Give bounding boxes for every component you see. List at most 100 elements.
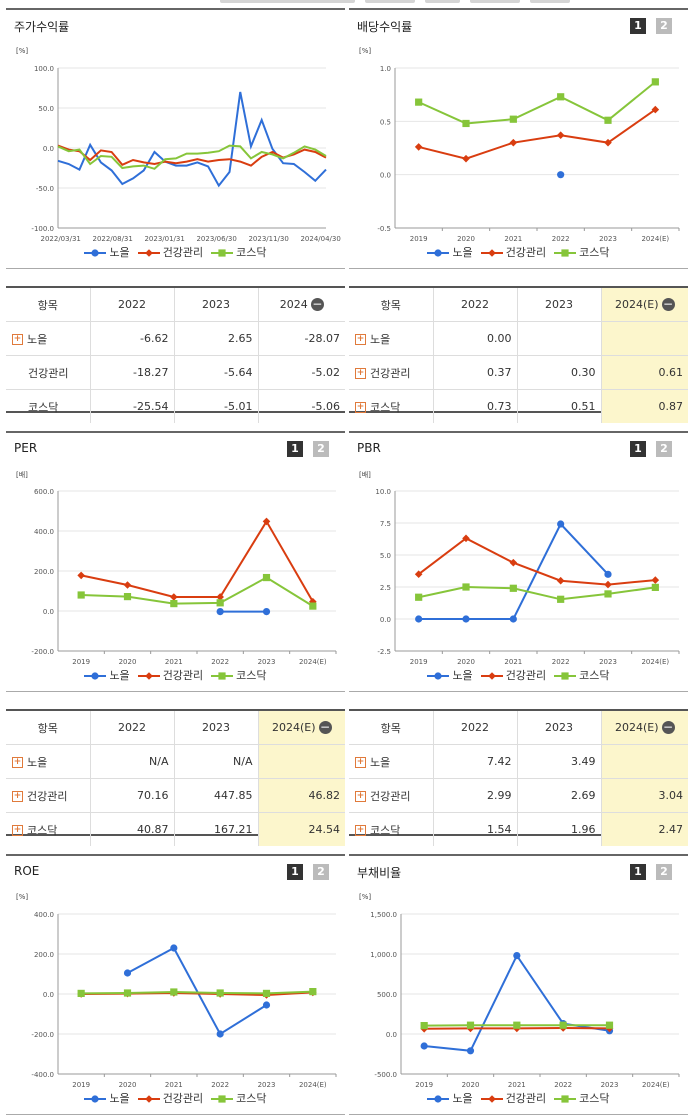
data-point-nole	[462, 615, 470, 623]
value-cell: 2.99	[432, 778, 517, 813]
legend-symbol	[144, 1095, 153, 1103]
legend-item-health[interactable]: 건강관리	[137, 667, 203, 683]
x-tick-label: 2021	[165, 658, 183, 666]
x-tick-label: 2023/01/31	[144, 235, 184, 243]
pbr-table: 항목 2022 2023 2024(E) − + 노을 7.42 3.49 + 건강관리 2.99 2.…	[349, 709, 688, 846]
legend-item-kosdaq[interactable]: 코스닥	[211, 1090, 267, 1106]
expand-plus-icon[interactable]: +	[355, 402, 366, 413]
expand-plus-icon[interactable]: +	[355, 757, 366, 768]
data-point-nole	[557, 171, 565, 179]
y-tick-label: 50.0	[38, 105, 54, 113]
view-2-button[interactable]: 2	[313, 441, 329, 457]
table-row: + 건강관리 2.99 2.69 3.04	[349, 778, 688, 813]
legend-item-nole[interactable]: 노을	[84, 667, 130, 683]
legend-item-health[interactable]: 건강관리	[480, 667, 546, 683]
expand-plus-icon[interactable]: +	[355, 825, 366, 836]
series-line-health	[80, 519, 314, 603]
value-cell	[600, 321, 688, 356]
view-1-button[interactable]: 1	[630, 864, 646, 880]
chart-legend: 노을 건강관리 코스닥	[6, 1090, 345, 1106]
view-1-button[interactable]: 1	[630, 18, 646, 34]
header-label: 항목	[37, 298, 58, 312]
legend-item-nole[interactable]: 노을	[427, 244, 473, 260]
legend-label: 노을	[452, 1092, 473, 1105]
value-cell: -25.54	[89, 389, 174, 423]
view-1-button[interactable]: 1	[630, 441, 646, 457]
row-label: 노을	[27, 332, 48, 346]
expand-plus-icon[interactable]: +	[12, 334, 23, 345]
value-cell: 447.85	[173, 778, 258, 813]
column-header-year: 2022	[89, 711, 174, 745]
header-label: 2022	[461, 721, 489, 734]
y-tick-label: 200.0	[34, 951, 54, 959]
view-2-button[interactable]: 2	[313, 864, 329, 880]
collapse-icon[interactable]: −	[318, 720, 332, 735]
legend-marker-icon	[554, 1095, 577, 1103]
legend-item-nole[interactable]: 노을	[427, 667, 473, 683]
collapse-icon[interactable]: −	[661, 720, 675, 735]
expand-plus-icon[interactable]: +	[12, 791, 23, 802]
pbr-panel: PBR 1 2 [배] 10.0 7.5 5.0 2.5 0.0 -2.5 2019 2020…	[349, 431, 688, 692]
y-tick-label: -200.0	[31, 1031, 54, 1039]
panel-title: PER	[14, 441, 38, 455]
row-label: 건강관리	[370, 789, 411, 803]
x-tick-label: 2022/08/31	[92, 235, 132, 243]
legend-symbol	[218, 1095, 226, 1103]
data-point-kosdaq	[462, 583, 470, 591]
x-tick-label: 2022	[211, 1081, 229, 1089]
legend-item-health[interactable]: 건강관리	[137, 1090, 203, 1106]
series-line-nole	[418, 522, 609, 620]
legend-symbol	[144, 672, 153, 680]
row-label: 코스닥	[370, 823, 401, 837]
expand-plus-icon[interactable]: +	[355, 368, 366, 379]
y-tick-label: 1,500.0	[370, 911, 397, 919]
top-tab-strip	[200, 0, 620, 3]
legend-item-kosdaq[interactable]: 코스닥	[554, 1090, 610, 1106]
column-header-year: 2023	[173, 288, 258, 322]
series-line-health	[418, 537, 656, 586]
legend-item-nole[interactable]: 노을	[427, 1090, 473, 1106]
legend-item-kosdaq[interactable]: 코스닥	[211, 667, 267, 683]
collapse-icon[interactable]: −	[661, 297, 675, 312]
y-tick-label: 0.0	[43, 991, 54, 999]
series-line-nole	[424, 953, 610, 1052]
legend-item-nole[interactable]: 노을	[84, 244, 130, 260]
expand-plus-icon[interactable]: +	[12, 757, 23, 768]
data-point-kosdaq	[509, 584, 517, 592]
view-1-button[interactable]: 1	[287, 441, 303, 457]
y-tick-label: 600.0	[34, 488, 54, 496]
series-line-kosdaq	[81, 576, 314, 607]
legend-item-kosdaq[interactable]: 코스닥	[554, 244, 610, 260]
column-header-year: 2023	[173, 711, 258, 745]
data-point-kosdaq	[262, 573, 271, 582]
y-tick-label: 400.0	[34, 911, 54, 919]
column-header-year: 2022	[89, 288, 174, 322]
legend-item-health[interactable]: 건강관리	[480, 244, 546, 260]
panel-title: PBR	[357, 441, 381, 455]
debt-ratio-panel: 부채비율 1 2 [%] 1,500.0 1,000.0 500.0 0.0 -500.…	[349, 854, 688, 1115]
column-header-year: 2023	[516, 288, 601, 322]
x-tick-label: 2024(E)	[299, 1081, 327, 1089]
legend-item-kosdaq[interactable]: 코스닥	[211, 244, 267, 260]
view-2-button[interactable]: 2	[656, 441, 672, 457]
data-point-nole	[557, 520, 565, 528]
expand-plus-icon[interactable]: +	[355, 791, 366, 802]
expand-plus-icon[interactable]: +	[355, 334, 366, 345]
chart-legend: 노을 건강관리 코스닥	[349, 667, 688, 683]
row-label: 노을	[370, 755, 391, 769]
value-cell: N/A	[89, 744, 174, 779]
collapse-icon[interactable]: −	[310, 297, 324, 312]
view-2-button[interactable]: 2	[656, 864, 672, 880]
legend-item-health[interactable]: 건강관리	[137, 244, 203, 260]
data-point-nole	[415, 615, 423, 623]
legend-symbol	[434, 1095, 443, 1103]
y-tick-label: 0.5	[380, 118, 391, 126]
data-point-nole	[262, 608, 271, 616]
legend-item-nole[interactable]: 노을	[84, 1090, 130, 1106]
legend-item-kosdaq[interactable]: 코스닥	[554, 667, 610, 683]
view-1-button[interactable]: 1	[287, 864, 303, 880]
view-2-button[interactable]: 2	[656, 18, 672, 34]
legend-item-health[interactable]: 건강관리	[480, 1090, 546, 1106]
expand-plus-icon[interactable]: +	[12, 825, 23, 836]
x-tick-label: 2022	[554, 1081, 572, 1089]
